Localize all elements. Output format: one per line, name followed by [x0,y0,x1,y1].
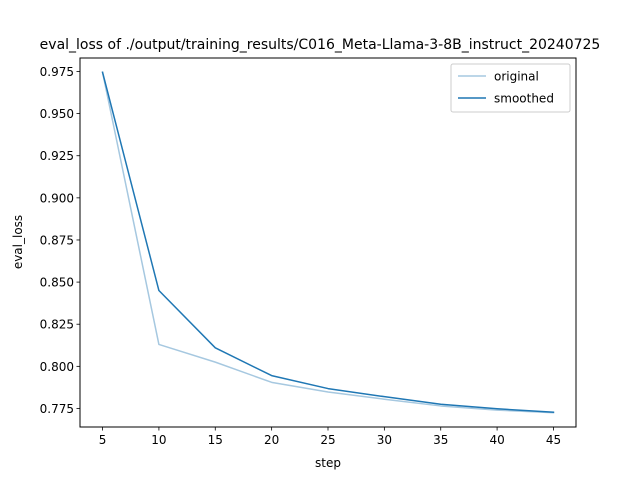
y-axis-label: eval_loss [11,215,25,269]
y-tick-label: 0.975 [40,65,74,79]
x-tick-label: 45 [546,433,561,447]
x-axis-label: step [315,456,341,470]
y-tick-label: 0.875 [40,233,74,247]
series-layer [101,71,555,414]
y-tick-label: 0.775 [40,402,74,416]
legend-label-original: original [494,70,539,84]
x-tick-label: 20 [264,433,279,447]
x-tick-label: 10 [151,433,166,447]
plot-frame [79,57,577,428]
x-tick-label: 15 [208,433,223,447]
y-tick-label: 0.850 [40,276,74,290]
x-tick-label: 25 [320,433,335,447]
legend-label-smoothed: smoothed [494,92,554,106]
legend: original smoothed [450,63,571,113]
y-tick-label: 0.900 [40,191,74,205]
y-axis-ticks: 0.775 0.800 0.825 0.850 0.875 0.900 0.925 0.950… [40,65,80,416]
y-tick-label: 0.925 [40,149,74,163]
chart-title: eval_loss of ./output/training_results/C… [40,37,601,53]
y-tick-label: 0.800 [40,360,74,374]
x-tick-label: 5 [99,433,107,447]
x-tick-label: 30 [377,433,392,447]
y-tick-label: 0.950 [40,107,74,121]
x-tick-label: 35 [433,433,448,447]
x-axis-ticks: 5 10 15 20 25 30 35 40 45 [99,427,561,447]
series-line-original [101,71,555,414]
series-line-smoothed [101,71,555,413]
y-tick-label: 0.825 [40,318,74,332]
plot-area [80,58,576,427]
x-tick-label: 40 [489,433,504,447]
